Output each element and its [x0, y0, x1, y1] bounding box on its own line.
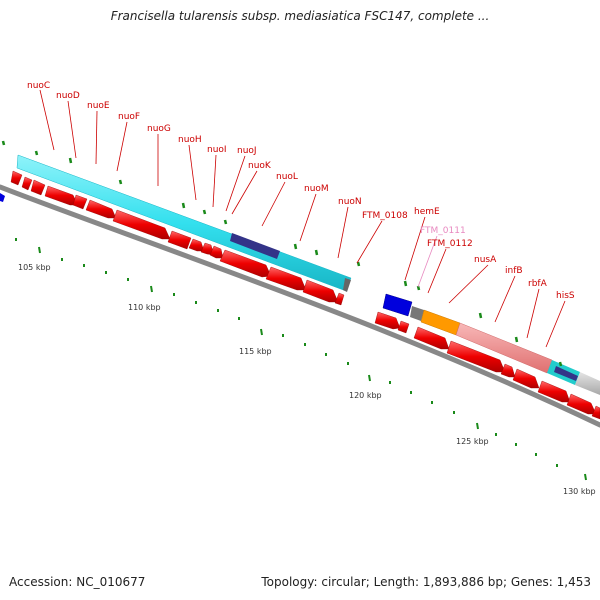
cds-arrow: [397, 320, 410, 334]
gene-label: nuoN: [338, 197, 362, 207]
feature-block-blue: [382, 293, 413, 317]
cds-arrow: [72, 194, 88, 210]
cds-arrow: [374, 311, 401, 330]
gene-callout-ftm0112: [427, 248, 447, 294]
feature-end-gray: [343, 278, 351, 292]
gene-label: FTM_0111: [420, 226, 466, 236]
tick-label: 110 kbp: [128, 303, 161, 312]
cds-arrow: [188, 238, 205, 252]
feature-band-cyan: [16, 154, 352, 292]
feature-band-navy: [230, 233, 280, 259]
cds-arrow: [591, 405, 600, 420]
cds-arrow: [500, 363, 516, 378]
cds-arrow: [10, 170, 23, 186]
cds-arrow: [209, 245, 224, 259]
gene-labels: nuoC nuoD nuoE nuoF nuoG nuoH nuoI nuoJ …: [27, 81, 575, 301]
feature-block-darkgray: [410, 306, 424, 321]
accession-label: Accession: NC_010677: [9, 575, 146, 589]
gene-callout-ftm0111: [417, 235, 438, 288]
cds-arrow: [446, 340, 506, 373]
tick-label: 105 kbp: [18, 263, 51, 272]
cds-arrow: [566, 393, 597, 415]
gene-label: hemE: [414, 207, 440, 217]
cds-arrow: [112, 209, 171, 240]
gene-label: nuoG: [147, 124, 171, 134]
cds-arrow: [21, 176, 33, 191]
gene-label: nuoH: [178, 135, 202, 145]
backbone-line: [0, 184, 600, 428]
tick-labels: 105 kbp 110 kbp 115 kbp 120 kbp 125 kbp …: [18, 263, 596, 496]
cds-track-right: [374, 311, 600, 420]
gene-label: rbfA: [528, 279, 548, 289]
cds-arrow: [302, 279, 339, 303]
cds-arrow: [167, 230, 192, 250]
tick-label: 130 kbp: [563, 487, 596, 496]
genome-summary: Topology: circular; Length: 1,893,886 bp…: [261, 575, 591, 589]
gene-label: infB: [505, 266, 523, 276]
gene-label: nuoM: [304, 184, 329, 194]
feature-band-gray: [575, 372, 600, 395]
gene-label: nuoC: [27, 81, 50, 91]
gc-track: [1, 140, 563, 367]
gene-label: nuoI: [207, 145, 227, 155]
tick-label: 115 kbp: [239, 347, 272, 356]
cds-arrow: [30, 179, 46, 196]
gene-label: nuoJ: [237, 146, 257, 156]
cds-track-left: [10, 170, 345, 306]
tick-label: 125 kbp: [456, 437, 489, 446]
gene-label: nuoD: [56, 91, 80, 101]
feature-band-navy-2: [554, 366, 578, 381]
gene-label: FTM_0108: [362, 211, 408, 221]
tick-label: 120 kbp: [349, 391, 382, 400]
scale-dots: [15, 238, 587, 481]
cds-arrow: [512, 368, 540, 389]
gene-label: nuoE: [87, 101, 110, 111]
gene-label: nuoF: [118, 112, 140, 122]
map-title: Francisella tularensis subsp. mediasiati…: [110, 9, 490, 23]
gene-label: nuoK: [248, 161, 272, 171]
gene-label: nusA: [474, 255, 497, 265]
cds-arrow: [265, 266, 307, 291]
cds-arrow: [334, 292, 345, 306]
gene-label: hisS: [556, 291, 575, 301]
gene-callouts: [39, 89, 566, 348]
cds-arrow: [413, 326, 450, 350]
cds-arrow: [219, 249, 272, 278]
gene-label: FTM_0112: [427, 239, 473, 249]
cds-arrow: [537, 380, 571, 403]
feature-block-blue-left: [0, 193, 5, 202]
cds-arrow: [85, 199, 117, 219]
gene-label: nuoL: [276, 172, 298, 182]
